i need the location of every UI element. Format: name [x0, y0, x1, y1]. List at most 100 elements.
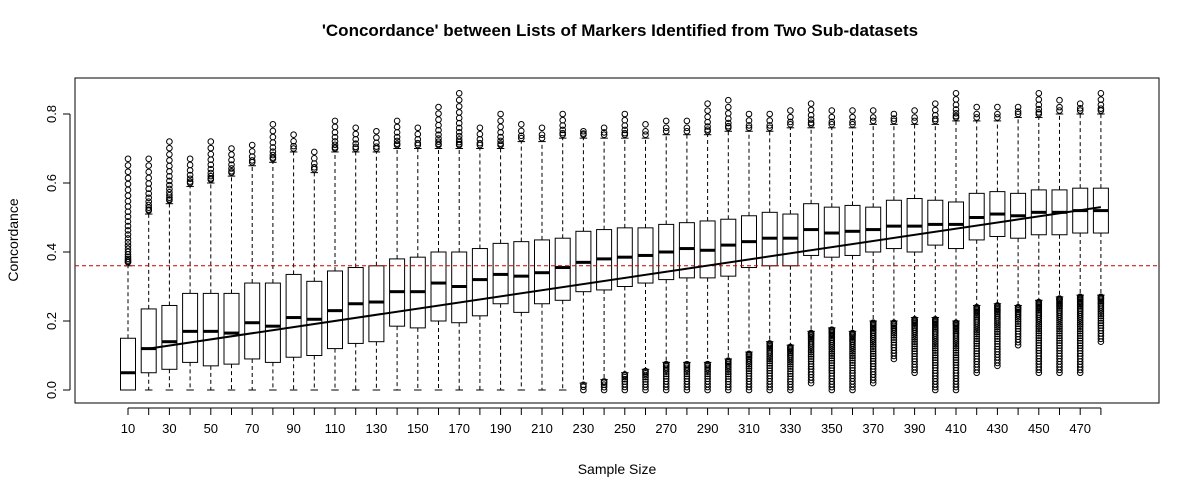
outlier-point	[124, 162, 132, 169]
outliers-upper	[766, 110, 774, 132]
outlier-point	[621, 383, 629, 391]
outlier-point	[290, 131, 297, 138]
outlier-point	[869, 348, 877, 355]
box-390	[906, 107, 923, 377]
outlier-point	[952, 338, 960, 346]
outliers-upper	[642, 121, 649, 138]
outlier-point	[952, 349, 960, 357]
outlier-point	[124, 186, 132, 194]
outlier-point	[683, 366, 691, 373]
outlier-point	[124, 222, 132, 230]
outlier-point	[621, 373, 629, 381]
mean-trend-line	[148, 206, 1102, 350]
outlier-point	[621, 375, 629, 383]
y-tick-label: 0.2	[44, 312, 59, 330]
outlier-point	[1076, 327, 1084, 335]
outlier-point	[621, 116, 629, 124]
box-iqr	[927, 199, 944, 246]
outlier-point	[911, 366, 918, 374]
outlier-point	[828, 352, 836, 360]
outlier-point	[1035, 105, 1043, 113]
outlier-point	[973, 103, 981, 111]
outlier-point	[973, 110, 981, 118]
outlier-point	[455, 124, 463, 132]
outlier-point	[807, 358, 815, 365]
outlier-point	[787, 107, 794, 114]
outlier-point	[828, 343, 836, 351]
outlier-point	[994, 335, 1001, 343]
x-tick-label: 130	[366, 421, 388, 436]
outlier-point	[145, 201, 152, 209]
outliers-upper	[725, 96, 732, 132]
x-axis-label: Sample Size	[578, 461, 657, 477]
outlier-point	[352, 130, 360, 138]
outliers-upper	[807, 100, 815, 128]
outlier-point	[994, 362, 1001, 370]
outliers-upper	[621, 110, 629, 138]
outlier-point	[849, 121, 856, 128]
outlier-point	[683, 383, 691, 391]
outlier-point	[518, 121, 525, 128]
box-70	[244, 141, 261, 391]
outlier-point	[787, 354, 794, 362]
outlier-point	[1056, 317, 1063, 324]
outlier-point	[828, 357, 836, 364]
outlier-point	[766, 360, 774, 367]
outlier-point	[807, 119, 815, 127]
outlier-point	[890, 110, 898, 118]
outlier-point	[228, 151, 235, 158]
x-tick-label: 450	[1028, 421, 1050, 436]
outlier-point	[1097, 312, 1105, 320]
outlier-point	[725, 103, 732, 111]
outlier-point	[207, 165, 215, 173]
outlier-point	[1097, 310, 1105, 318]
outlier-point	[725, 364, 732, 371]
outlier-point	[828, 350, 836, 357]
outlier-point	[124, 253, 132, 261]
outlier-point	[932, 106, 939, 114]
outlier-point	[683, 117, 691, 125]
outliers-lower	[621, 371, 629, 394]
outlier-point	[911, 330, 918, 337]
outlier-point	[807, 350, 815, 358]
outlier-point	[145, 194, 152, 202]
outlier-point	[890, 355, 898, 363]
box-iqr	[264, 282, 281, 363]
x-tick-label: 10	[121, 421, 135, 436]
outlier-point	[849, 354, 856, 362]
outlier-point	[952, 90, 960, 97]
outliers-upper	[1014, 103, 1022, 118]
outlier-point	[849, 383, 856, 391]
outlier-point	[932, 347, 939, 354]
y-tick-label: 0.4	[44, 243, 59, 261]
box-iqr	[202, 292, 219, 367]
box-250	[616, 110, 633, 394]
outlier-point	[890, 115, 898, 122]
outlier-point	[1076, 366, 1084, 374]
box-210	[534, 124, 550, 391]
outliers-upper	[787, 107, 794, 128]
outlier-point	[1035, 327, 1043, 335]
outlier-point	[952, 386, 960, 394]
outlier-point	[745, 367, 753, 375]
outlier-point	[435, 126, 442, 134]
outlier-point	[807, 116, 815, 123]
outlier-point	[932, 115, 939, 123]
outliers-lower	[1076, 293, 1084, 377]
outlier-point	[952, 354, 960, 361]
outlier-point	[124, 168, 132, 176]
outlier-point	[869, 114, 877, 121]
outlier-point	[207, 161, 215, 169]
outlier-point	[683, 127, 691, 135]
outlier-point	[1056, 315, 1063, 322]
x-tick-label: 30	[162, 421, 176, 436]
outlier-point	[497, 123, 504, 131]
outlier-point	[1014, 338, 1022, 346]
x-tick-label: 190	[490, 421, 512, 436]
x-tick-label: 210	[531, 421, 553, 436]
outlier-point	[704, 383, 711, 391]
outlier-point	[455, 132, 463, 140]
outlier-point	[435, 103, 442, 111]
outlier-point	[269, 121, 277, 128]
outlier-point	[497, 133, 504, 141]
